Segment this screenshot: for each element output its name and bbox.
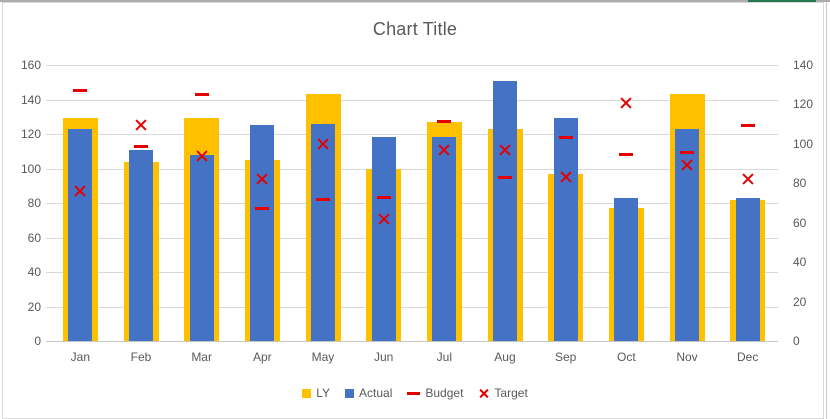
- right-axis-label: 40: [793, 255, 807, 270]
- target-marker-aug[interactable]: [499, 144, 511, 156]
- bar-actual-jan[interactable]: [68, 128, 93, 341]
- gridline: [46, 237, 778, 239]
- target-x-icon: [478, 388, 489, 399]
- legend-item-budget[interactable]: Budget: [407, 386, 463, 400]
- gridline: [46, 203, 778, 204]
- legend-label-budget: Budget: [425, 386, 464, 400]
- right-axis-label: 140: [793, 58, 814, 72]
- x-axis-label-aug: Aug: [494, 350, 516, 364]
- left-axis-label: 0: [34, 334, 41, 348]
- budget-marker-dec[interactable]: [740, 123, 755, 127]
- x-axis-label-sep: Sep: [554, 350, 577, 364]
- target-marker-jun[interactable]: [378, 213, 390, 225]
- target-marker-oct[interactable]: [620, 97, 632, 109]
- budget-marker-jul[interactable]: [437, 120, 452, 124]
- budget-marker-sep[interactable]: [558, 135, 573, 139]
- gridline: [46, 134, 778, 135]
- left-axis-label: 160: [20, 58, 41, 72]
- legend-item-actual[interactable]: Actual: [345, 386, 392, 400]
- gridline: [46, 168, 778, 170]
- actual-swatch-icon: [345, 388, 355, 398]
- target-marker-nov[interactable]: [681, 159, 693, 171]
- legend-label-ly: LY: [316, 386, 331, 400]
- x-axis-label-oct: Oct: [616, 350, 636, 364]
- bar-actual-apr[interactable]: [250, 125, 275, 341]
- bar-actual-jun[interactable]: [371, 137, 396, 341]
- bar-actual-dec[interactable]: [735, 197, 760, 341]
- chart-title[interactable]: Chart Title: [372, 19, 458, 39]
- legend-item-target[interactable]: Target: [478, 386, 527, 400]
- budget-dash-icon: [407, 391, 421, 395]
- bar-actual-oct[interactable]: [614, 197, 639, 341]
- right-axis-label: 120: [793, 97, 814, 112]
- left-axis-label: 40: [27, 265, 41, 279]
- budget-marker-feb[interactable]: [134, 144, 148, 148]
- gridline: [46, 65, 778, 66]
- x-axis-label-dec: Dec: [736, 350, 759, 364]
- target-marker-jan[interactable]: [74, 185, 86, 197]
- bar-actual-jul[interactable]: [432, 137, 457, 341]
- bar-actual-feb[interactable]: [129, 149, 153, 341]
- right-axis-label: 60: [793, 215, 807, 230]
- sheet-row-border: [0, 0, 830, 2]
- gridline: [46, 341, 778, 342]
- x-axis-label-jul: Jul: [436, 350, 452, 364]
- left-axis-label: 120: [20, 127, 41, 141]
- legend-label-actual: Actual: [359, 386, 393, 400]
- budget-marker-nov[interactable]: [680, 151, 694, 155]
- budget-marker-oct[interactable]: [619, 153, 634, 157]
- bar-actual-mar[interactable]: [189, 154, 214, 341]
- legend-label-target: Target: [494, 386, 528, 400]
- x-axis-label-feb: Feb: [130, 350, 152, 364]
- gridline: [46, 99, 778, 101]
- right-axis-label: 20: [793, 294, 807, 309]
- sheet-column-border: [826, 2, 827, 419]
- bar-actual-aug[interactable]: [493, 80, 517, 341]
- x-axis-label-mar: Mar: [191, 350, 212, 364]
- budget-marker-apr[interactable]: [255, 206, 270, 210]
- target-marker-mar[interactable]: [196, 150, 208, 162]
- x-axis-label-jun: Jun: [373, 350, 394, 364]
- ly-swatch-icon: [302, 388, 312, 398]
- target-marker-apr[interactable]: [256, 173, 268, 185]
- x-axis-label-jan: Jan: [70, 350, 90, 364]
- budget-marker-jan[interactable]: [73, 89, 88, 93]
- target-marker-jul[interactable]: [438, 144, 450, 156]
- left-axis-label: 80: [27, 196, 41, 210]
- x-axis-label-apr: Apr: [252, 350, 272, 364]
- target-marker-may[interactable]: [317, 138, 329, 150]
- bar-actual-may[interactable]: [311, 123, 335, 341]
- right-axis-label: 80: [793, 176, 807, 191]
- x-axis-label-may: May: [311, 350, 335, 364]
- gridline: [46, 272, 778, 273]
- x-axis-label-nov: Nov: [676, 350, 698, 364]
- budget-marker-jun[interactable]: [376, 196, 391, 200]
- left-axis-label: 20: [27, 299, 41, 314]
- target-marker-feb[interactable]: [135, 119, 147, 131]
- left-axis-label: 140: [20, 92, 41, 107]
- target-marker-sep[interactable]: [560, 171, 572, 183]
- left-axis-label: 100: [20, 161, 41, 176]
- right-axis-label: 0: [793, 334, 800, 348]
- right-axis-label: 100: [793, 136, 814, 151]
- bar-actual-sep[interactable]: [553, 118, 578, 341]
- gridline: [46, 306, 778, 308]
- target-marker-dec[interactable]: [742, 173, 754, 185]
- budget-marker-mar[interactable]: [194, 92, 209, 96]
- legend[interactable]: LY Actual Budget Target: [0, 386, 830, 400]
- budget-marker-aug[interactable]: [498, 175, 512, 179]
- budget-marker-may[interactable]: [316, 198, 330, 202]
- legend-item-ly[interactable]: LY: [302, 386, 330, 400]
- left-axis-label: 60: [27, 230, 41, 245]
